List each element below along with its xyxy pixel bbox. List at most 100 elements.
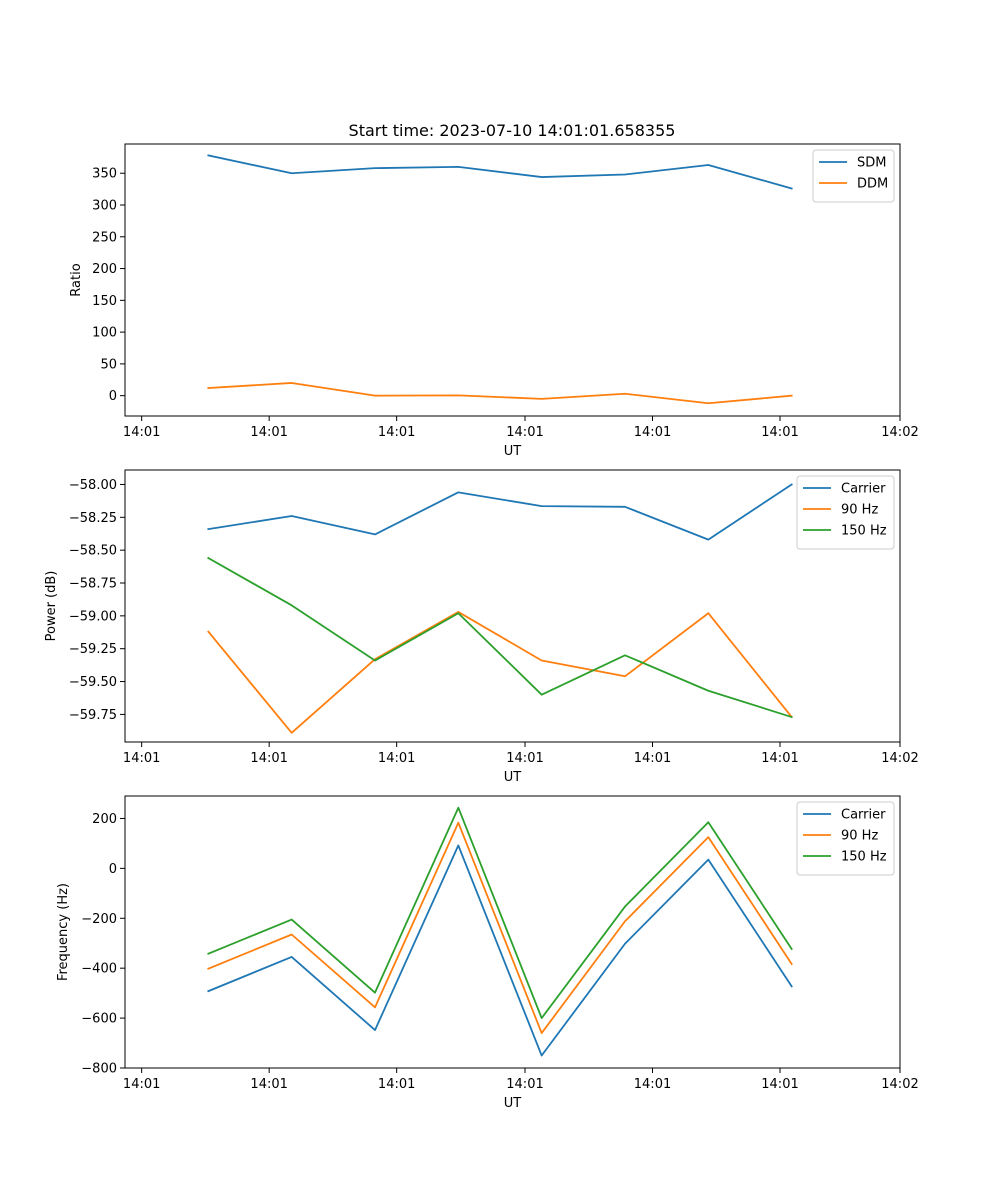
series-line-150-hz: [207, 556, 793, 719]
x-tick-label: 14:01: [506, 425, 543, 440]
data-point-90-hz: [207, 630, 209, 632]
data-point-90-hz: [290, 933, 292, 935]
legend-label: DDM: [857, 177, 888, 192]
x-tick-label: 14:01: [250, 1077, 287, 1092]
data-point-sdm: [457, 166, 459, 168]
data-point-90-hz: [207, 967, 209, 969]
y-tick-label: −59.75: [69, 708, 117, 723]
data-point-sdm: [207, 154, 209, 156]
series-line-90-hz: [207, 821, 793, 1034]
series-line-carrier: [207, 483, 793, 541]
data-point-90-hz: [624, 920, 626, 922]
y-axis-label: Ratio: [69, 263, 84, 296]
data-point-150-hz: [624, 654, 626, 656]
data-point-carrier: [290, 956, 292, 958]
data-point-carrier: [290, 515, 292, 517]
y-axis-label: Frequency (Hz): [56, 883, 71, 981]
x-tick-label: 14:01: [250, 751, 287, 766]
data-point-sdm: [790, 187, 792, 189]
panels: 14:01 14:01 14:01 14:01 14:01 14:01 14:02 350 30…: [44, 143, 919, 1111]
panel-3: 14:01 14:01 14:01 14:01 14:01 14:01 14:02 200 0 −…: [56, 795, 919, 1111]
data-point-carrier: [790, 483, 792, 485]
x-tick-label: 14:01: [378, 425, 415, 440]
data-point-150-hz: [207, 557, 209, 559]
data-point-carrier: [790, 985, 792, 987]
data-point-90-hz: [790, 963, 792, 965]
x-tick-label: 14:01: [634, 1077, 671, 1092]
data-point-carrier: [374, 533, 376, 535]
y-tick-label: −58.00: [69, 478, 117, 493]
data-point-150-hz: [624, 905, 626, 907]
y-tick-label: 200: [92, 812, 117, 827]
data-point-150-hz: [290, 918, 292, 920]
panel-1: 14:01 14:01 14:01 14:01 14:01 14:01 14:02 350 30…: [69, 143, 919, 459]
y-tick-label: −58.75: [69, 577, 117, 592]
legend-label: SDM: [857, 156, 886, 171]
x-tick-label: 14:01: [506, 751, 543, 766]
x-tick-label: 14:01: [634, 751, 671, 766]
y-tick-label: 300: [92, 199, 117, 214]
legend-label: Carrier: [841, 808, 886, 823]
x-tick-label: 14:01: [123, 425, 160, 440]
data-point-150-hz: [707, 690, 709, 692]
x-tick-label: 14:01: [250, 425, 287, 440]
x-tick-label: 14:01: [506, 1077, 543, 1092]
series-line-sdm: [207, 154, 793, 190]
data-point-ddm: [374, 394, 376, 396]
data-point-150-hz: [457, 807, 459, 809]
data-point-carrier: [207, 528, 209, 530]
data-point-carrier: [624, 943, 626, 945]
data-point-150-hz: [790, 716, 792, 718]
axes-frame: [124, 143, 901, 417]
axes-frame: [124, 469, 901, 743]
data-point-150-hz: [374, 991, 376, 993]
x-tick-label: 14:01: [634, 425, 671, 440]
y-tick-label: −800: [81, 1062, 117, 1077]
data-point-sdm: [540, 176, 542, 178]
y-tick-label: 100: [92, 326, 117, 341]
data-point-carrier: [457, 491, 459, 493]
y-tick-label: −600: [81, 1012, 117, 1027]
x-tick-label: 14:01: [378, 1077, 415, 1092]
y-tick-label: 50: [100, 357, 117, 372]
data-point-90-hz: [457, 822, 459, 824]
legend: SDM DDM: [812, 149, 895, 203]
y-tick-label: −58.50: [69, 544, 117, 559]
legend: Carrier 90 Hz 150 Hz: [796, 475, 895, 550]
legend-label: 90 Hz: [841, 503, 878, 518]
x-tick-label: 14:02: [881, 751, 918, 766]
data-point-ddm: [707, 402, 709, 404]
x-tick-label: 14:01: [123, 1077, 160, 1092]
series-line-150-hz: [207, 806, 793, 1019]
legend-label: 90 Hz: [841, 829, 878, 844]
data-point-carrier: [707, 538, 709, 540]
data-point-150-hz: [540, 1017, 542, 1019]
data-point-ddm: [624, 393, 626, 395]
data-point-carrier: [374, 1029, 376, 1031]
data-point-150-hz: [457, 612, 459, 614]
legend-label: Carrier: [841, 482, 886, 497]
legend: Carrier 90 Hz 150 Hz: [796, 801, 895, 876]
legend-label: 150 Hz: [841, 850, 887, 865]
y-tick-label: 250: [92, 230, 117, 245]
y-tick-label: 350: [92, 167, 117, 182]
x-tick-label: 14:01: [761, 425, 798, 440]
axes-frame: [124, 795, 901, 1069]
y-tick-label: −58.25: [69, 511, 117, 526]
data-point-90-hz: [540, 659, 542, 661]
y-tick-label: −59.50: [69, 675, 117, 690]
data-point-90-hz: [707, 836, 709, 838]
data-point-ddm: [457, 394, 459, 396]
y-tick-label: −59.00: [69, 609, 117, 624]
data-point-sdm: [624, 173, 626, 175]
x-tick-label: 14:01: [761, 1077, 798, 1092]
chart-title: Start time: 2023-07-10 14:01:01.658355: [349, 121, 676, 140]
data-point-ddm: [207, 387, 209, 389]
data-point-carrier: [624, 506, 626, 508]
x-tick-label: 14:02: [881, 425, 918, 440]
y-tick-label: 0: [109, 389, 117, 404]
data-point-carrier: [457, 844, 459, 846]
x-axis-label: UT: [504, 770, 522, 785]
data-point-sdm: [290, 172, 292, 174]
data-point-90-hz: [540, 1032, 542, 1034]
